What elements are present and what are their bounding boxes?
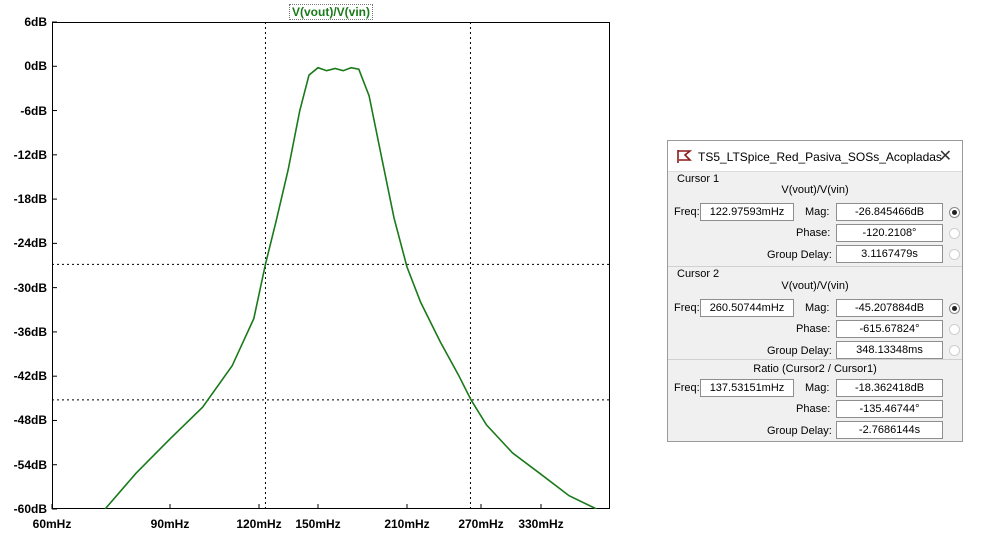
ratio-section: Ratio (Cursor2 / Cursor1) Freq: 137.5315… xyxy=(668,359,962,444)
ratio-mag-field[interactable]: -18.362418dB xyxy=(836,379,943,397)
y-tick-label: -42dB xyxy=(13,369,47,384)
ratio-gd-label: Group Delay: xyxy=(767,425,832,437)
cursor1-freq-label: Freq: xyxy=(674,206,700,218)
y-tick-label: 6dB xyxy=(24,15,47,29)
cursor1-phase-radio[interactable] xyxy=(949,228,960,239)
cursor2-phase-radio[interactable] xyxy=(949,324,960,335)
cursor1-mag-label: Mag: xyxy=(805,206,830,218)
trace-line xyxy=(104,66,597,509)
cursor-window-title: TS5_LTSpice_Red_Pasiva_SOSs_Acopladas xyxy=(698,150,942,164)
ratio-freq-field[interactable]: 137.53151mHz xyxy=(700,379,794,397)
x-tick-label: 330mHz xyxy=(518,517,564,531)
cursor2-mag-radio[interactable] xyxy=(949,303,960,314)
cursor2-phase-label: Phase: xyxy=(796,323,831,335)
x-tick-label: 90mHz xyxy=(150,517,190,531)
ratio-title: Ratio (Cursor2 / Cursor1) xyxy=(753,363,877,375)
plot-area[interactable] xyxy=(52,22,610,509)
cursor1-phase-label: Phase: xyxy=(796,227,831,239)
cursor2-freq-label: Freq: xyxy=(674,302,700,314)
y-tick-label: -24dB xyxy=(13,236,47,251)
y-tick-label: -12dB xyxy=(13,147,47,162)
x-tick-label: 120mHz xyxy=(236,517,282,531)
ratio-freq-label: Freq: xyxy=(674,382,700,394)
y-tick-label: 0dB xyxy=(24,59,47,74)
cursor2-gd-label: Group Delay: xyxy=(767,345,832,357)
cursor1-gd-radio[interactable] xyxy=(949,249,960,260)
ltspice-icon xyxy=(677,150,692,163)
cursor1-trace: V(vout)/V(vin) xyxy=(781,184,849,196)
cursor2-section: Cursor 2 V(vout)/V(vin) Freq: 260.50744m… xyxy=(668,266,962,360)
ratio-phase-label: Phase: xyxy=(796,403,831,415)
cursor2-mag-label: Mag: xyxy=(805,302,830,314)
cursor2-trace: V(vout)/V(vin) xyxy=(781,280,849,292)
y-tick-label: -30dB xyxy=(13,280,47,295)
cursor2-title: Cursor 2 xyxy=(677,268,720,280)
cursor2-gd-radio[interactable] xyxy=(949,345,960,356)
cursor-window-titlebar[interactable]: TS5_LTSpice_Red_Pasiva_SOSs_Acopladas ✕ xyxy=(668,141,962,172)
trace-label[interactable]: V(vout)/V(vin) xyxy=(289,4,373,20)
y-tick-label: -18dB xyxy=(13,192,47,207)
ratio-mag-label: Mag: xyxy=(805,382,830,394)
cursor1-phase-field[interactable]: -120.2108° xyxy=(836,224,943,242)
cursor1-gd-label: Group Delay: xyxy=(767,249,832,261)
x-tick-label: 150mHz xyxy=(295,517,341,531)
cursor2-phase-field[interactable]: -615.67824° xyxy=(836,320,943,338)
cursor-window[interactable]: TS5_LTSpice_Red_Pasiva_SOSs_Acopladas ✕ … xyxy=(667,140,963,442)
cursor1-freq-field[interactable]: 122.97593mHz xyxy=(700,203,794,221)
x-tick-label: 60mHz xyxy=(32,517,72,531)
ratio-phase-field[interactable]: -135.46744° xyxy=(836,400,943,418)
y-tick-label: -54dB xyxy=(13,457,47,472)
y-tick-label: -48dB xyxy=(13,413,47,428)
close-icon[interactable]: ✕ xyxy=(938,148,952,165)
cursor2-gd-field[interactable]: 348.13348ms xyxy=(836,341,943,359)
y-tick-label: -6dB xyxy=(20,103,47,118)
cursor1-gd-field[interactable]: 3.1167479s xyxy=(836,245,943,263)
cursor1-mag-radio[interactable] xyxy=(949,207,960,218)
cursor1-title: Cursor 1 xyxy=(677,173,720,185)
cursor2-mag-field[interactable]: -45.207884dB xyxy=(836,299,943,317)
y-tick-label: -36dB xyxy=(13,324,47,339)
cursor2-freq-field[interactable]: 260.50744mHz xyxy=(700,299,794,317)
cursor1-section: Cursor 1 V(vout)/V(vin) Freq: 122.97593m… xyxy=(668,171,962,266)
cursor1-mag-field[interactable]: -26.845466dB xyxy=(836,203,943,221)
ratio-gd-field[interactable]: -2.7686144s xyxy=(836,421,943,439)
y-tick-label: -60dB xyxy=(13,502,47,516)
x-tick-label: 210mHz xyxy=(384,517,430,531)
x-tick-label: 270mHz xyxy=(458,517,504,531)
